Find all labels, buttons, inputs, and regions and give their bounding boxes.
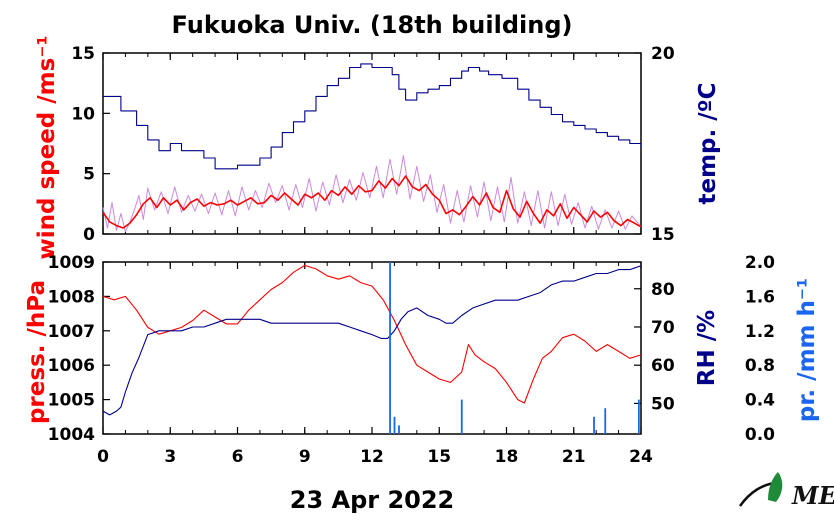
- x-tick-label: 18: [495, 447, 519, 467]
- precip-bar: [393, 416, 396, 434]
- y-left-axis-label: wind speed /ms⁻¹: [34, 35, 60, 259]
- y-left-tick-label: 0: [83, 225, 95, 245]
- series-line-0-2: [102, 175, 642, 229]
- logo-text: MES: [791, 481, 834, 510]
- y-right2-axis-label: pr. /mm h⁻¹: [794, 278, 820, 422]
- y-left-tick-label: 15: [71, 44, 95, 64]
- y-left-tick-label: 1005: [48, 391, 95, 411]
- precip-bar: [604, 408, 607, 434]
- x-tick-label: 0: [97, 447, 109, 467]
- x-tick-label: 12: [360, 447, 384, 467]
- y-right2-tick-label: 1.2: [745, 322, 775, 342]
- y-right-axis-label: RH /%: [694, 310, 720, 386]
- precip-bar: [460, 399, 463, 434]
- y-right2-tick-label: 0.8: [745, 356, 775, 376]
- y-right-tick-label: 15: [651, 225, 675, 245]
- y-left-tick-label: 1006: [48, 356, 95, 376]
- top-panel: 0 5 10 15 wind speed /ms⁻¹ 15 20 temp. /ºC: [34, 35, 721, 259]
- chart-title: Fukuoka Univ. (18th building): [172, 11, 573, 39]
- x-tick-label: 21: [562, 447, 586, 467]
- y-right-tick-label: 50: [651, 394, 675, 414]
- bottom-panel: 0 3 6 9 12 15 18 21 24 1004 1005 1006 1007 1008 1009 pr…: [24, 253, 820, 467]
- precip-bar: [637, 399, 640, 434]
- series-line-1-1: [102, 265, 642, 416]
- y-right-tick-label: 80: [651, 280, 675, 300]
- leaf-logo-icon: MES: [738, 472, 834, 510]
- x-tick-label: 9: [299, 447, 311, 467]
- y-left-tick-label: 10: [71, 104, 95, 124]
- x-tick-label: 3: [164, 447, 176, 467]
- series-line-0-1: [102, 155, 642, 233]
- y-left-axis-label: press. /hPa: [24, 280, 50, 424]
- y-right-tick-label: 20: [651, 44, 675, 64]
- y-left-tick-label: 5: [83, 165, 95, 185]
- precip-bar: [389, 262, 391, 434]
- y-left-tick-label: 1007: [48, 322, 95, 342]
- y-right-axis-label: temp. /ºC: [695, 82, 721, 204]
- precip-bar: [593, 416, 595, 434]
- y-left-tick-label: 1009: [48, 253, 95, 273]
- x-axis-label: 23 Apr 2022: [290, 486, 455, 514]
- series-line-1-0: [102, 264, 642, 404]
- y-right2-tick-label: 0.4: [745, 391, 775, 411]
- y-left-tick-label: 1008: [48, 287, 95, 307]
- y-right2-tick-label: 1.6: [745, 287, 775, 307]
- y-right2-tick-label: 2.0: [745, 253, 775, 273]
- x-tick-label: 15: [427, 447, 451, 467]
- y-left-tick-label: 1004: [48, 425, 95, 445]
- y-right2-tick-label: 0.0: [745, 425, 775, 445]
- y-right-tick-label: 70: [651, 318, 675, 338]
- x-tick-label: 24: [629, 447, 653, 467]
- plot-frame: [102, 261, 642, 435]
- x-tick-label: 6: [232, 447, 244, 467]
- precip-bar: [398, 425, 400, 434]
- series-line-0-0: [103, 63, 642, 170]
- y-right-tick-label: 60: [651, 356, 675, 376]
